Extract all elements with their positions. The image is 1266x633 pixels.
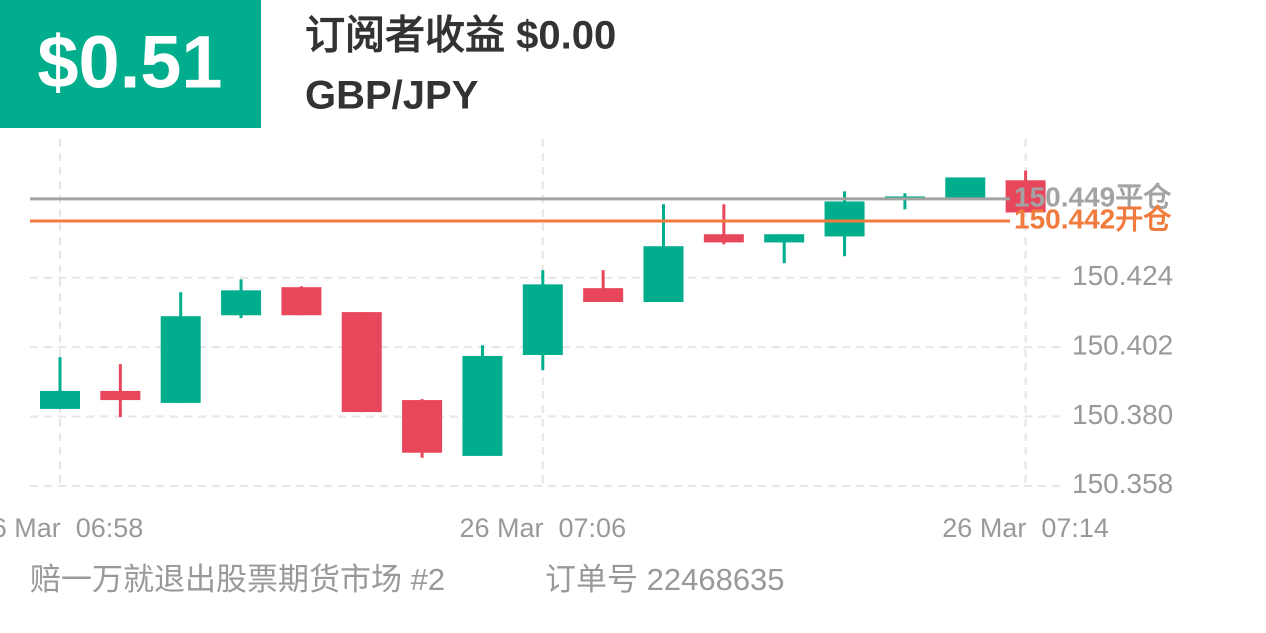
candle-body — [40, 390, 80, 409]
candle-body — [462, 355, 503, 456]
profit: $0.51 — [37, 21, 222, 104]
y-tick-label: 150.402 — [1072, 329, 1173, 360]
order: 订单号 22468635 — [545, 562, 785, 597]
candle-body — [703, 234, 744, 243]
candle-body — [160, 316, 201, 403]
x-tick-label: 26 Mar 06:58 — [0, 513, 143, 543]
price-line-label: 150.442开仓 — [1014, 203, 1172, 234]
price-line-label: 150.449平仓 — [1014, 181, 1172, 212]
candle-body — [100, 390, 141, 401]
x-tick-label: 26 Mar 07:14 — [942, 513, 1109, 543]
x-tick-label: 26 Mar 07:06 — [459, 513, 626, 543]
candle-body — [764, 234, 805, 243]
candle-body — [643, 246, 684, 303]
candle-body — [522, 284, 563, 355]
candle-body — [341, 312, 382, 413]
candle-body — [945, 177, 986, 200]
candle-body — [221, 290, 262, 316]
title: 订阅者收益 $0.00 — [305, 14, 616, 58]
y-tick-label: 150.424 — [1072, 260, 1173, 291]
y-tick-label: 150.380 — [1072, 399, 1173, 430]
symbol: GBP/JPY — [305, 74, 479, 118]
candle-body — [402, 400, 443, 453]
candle-body — [1005, 180, 1046, 213]
candle-body — [281, 287, 322, 316]
candle-body — [583, 288, 624, 303]
profit-box — [0, 0, 261, 128]
strategy: 赔一万就退出股票期货市场 #2 — [30, 562, 445, 597]
candle-body — [824, 201, 865, 237]
y-tick-label: 150.358 — [1072, 468, 1173, 499]
